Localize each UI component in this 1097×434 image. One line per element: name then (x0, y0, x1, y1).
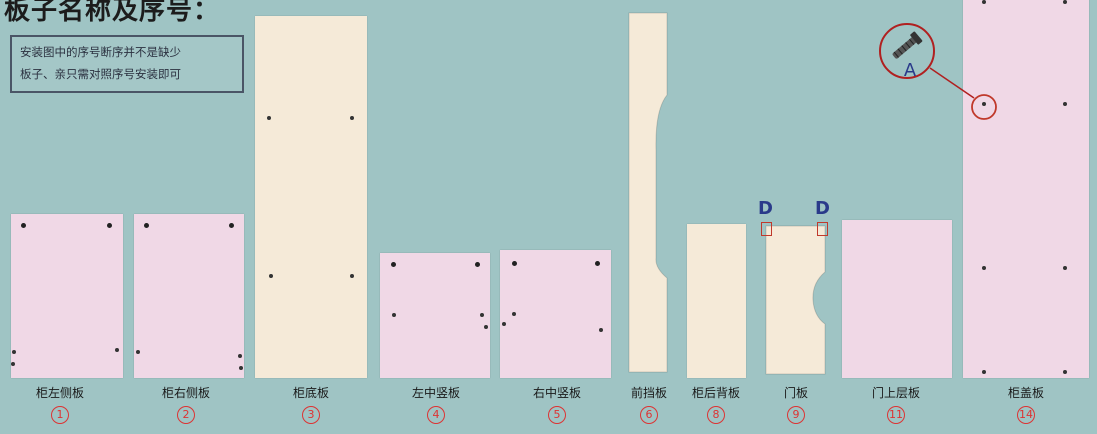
panel-5-right-middle (500, 250, 611, 378)
panel-number-badge: 3 (302, 406, 320, 424)
panel-label: 左中竖板 (411, 386, 461, 400)
panel-14-top (963, 0, 1089, 378)
marker-a-leader-line (929, 67, 975, 99)
hole (136, 350, 140, 354)
marker-a-label: A (904, 60, 917, 81)
hole (350, 116, 354, 120)
panel-number-badge: 5 (548, 406, 566, 424)
panel-number-badge: 2 (177, 406, 195, 424)
panel-number-badge: 4 (427, 406, 445, 424)
hole (267, 116, 271, 120)
marker-d-right-box (817, 222, 828, 236)
hole (238, 354, 242, 358)
note-line-2: 板子、亲只需对照序号安装即可 (20, 67, 181, 81)
panel-label: 柜后背板 (691, 386, 741, 400)
hole (512, 261, 517, 266)
panel-6-front-board (628, 12, 668, 373)
hole (350, 274, 354, 278)
panel-label: 门板 (783, 386, 809, 400)
panel-label: 柜底板 (292, 386, 330, 400)
panel-label: 右中竖板 (532, 386, 582, 400)
hole (480, 313, 484, 317)
hole (12, 350, 16, 354)
panel-3-bottom (255, 16, 367, 378)
panel-label: 柜左侧板 (35, 386, 85, 400)
panel-label: 门上层板 (871, 386, 921, 400)
panel-2-right-side (134, 214, 244, 378)
panel-label: 前挡板 (630, 386, 668, 400)
marker-d-left: D (758, 198, 773, 219)
panel-number-badge: 14 (1017, 406, 1035, 424)
page-title: 板子名称及序号： (4, 0, 221, 26)
hole (11, 362, 15, 366)
hole (1063, 370, 1067, 374)
panel-number-badge: 9 (787, 406, 805, 424)
hole (239, 366, 243, 370)
hole (475, 262, 480, 267)
hole (599, 328, 603, 332)
note-line-1: 安装图中的序号断序并不是缺少 (20, 45, 181, 59)
marker-d-right: D (815, 198, 830, 219)
hole (144, 223, 149, 228)
panel-label: 柜盖板 (1007, 386, 1045, 400)
hole (1063, 102, 1067, 106)
panel-number-badge: 1 (51, 406, 69, 424)
screw-icon (892, 31, 923, 59)
hole (982, 266, 986, 270)
hole (269, 274, 273, 278)
hole (229, 223, 234, 228)
panel-number-badge: 11 (887, 406, 905, 424)
panel-9-door (765, 225, 826, 375)
hole (107, 223, 112, 228)
note-box: 安装图中的序号断序并不是缺少 板子、亲只需对照序号安装即可 (10, 35, 244, 93)
panel-label: 柜右侧板 (161, 386, 211, 400)
hole (1063, 0, 1067, 4)
marker-a-callout-circle (879, 23, 935, 79)
panel-number-badge: 6 (640, 406, 658, 424)
hole (21, 223, 26, 228)
hole (982, 102, 986, 106)
hole (392, 313, 396, 317)
hole (391, 262, 396, 267)
panel-4-left-middle (380, 253, 490, 378)
panel-number-badge: 8 (707, 406, 725, 424)
hole (115, 348, 119, 352)
hole (502, 322, 506, 326)
hole (595, 261, 600, 266)
hole (484, 325, 488, 329)
hole (982, 370, 986, 374)
marker-a-target-circle (971, 94, 997, 120)
panel-8-back (687, 224, 746, 378)
hole (1063, 266, 1067, 270)
panel-11-door-upper-shelf (842, 220, 952, 378)
hole (982, 0, 986, 4)
panel-1-left-side (11, 214, 123, 378)
hole (512, 312, 516, 316)
marker-d-left-box (761, 222, 772, 236)
